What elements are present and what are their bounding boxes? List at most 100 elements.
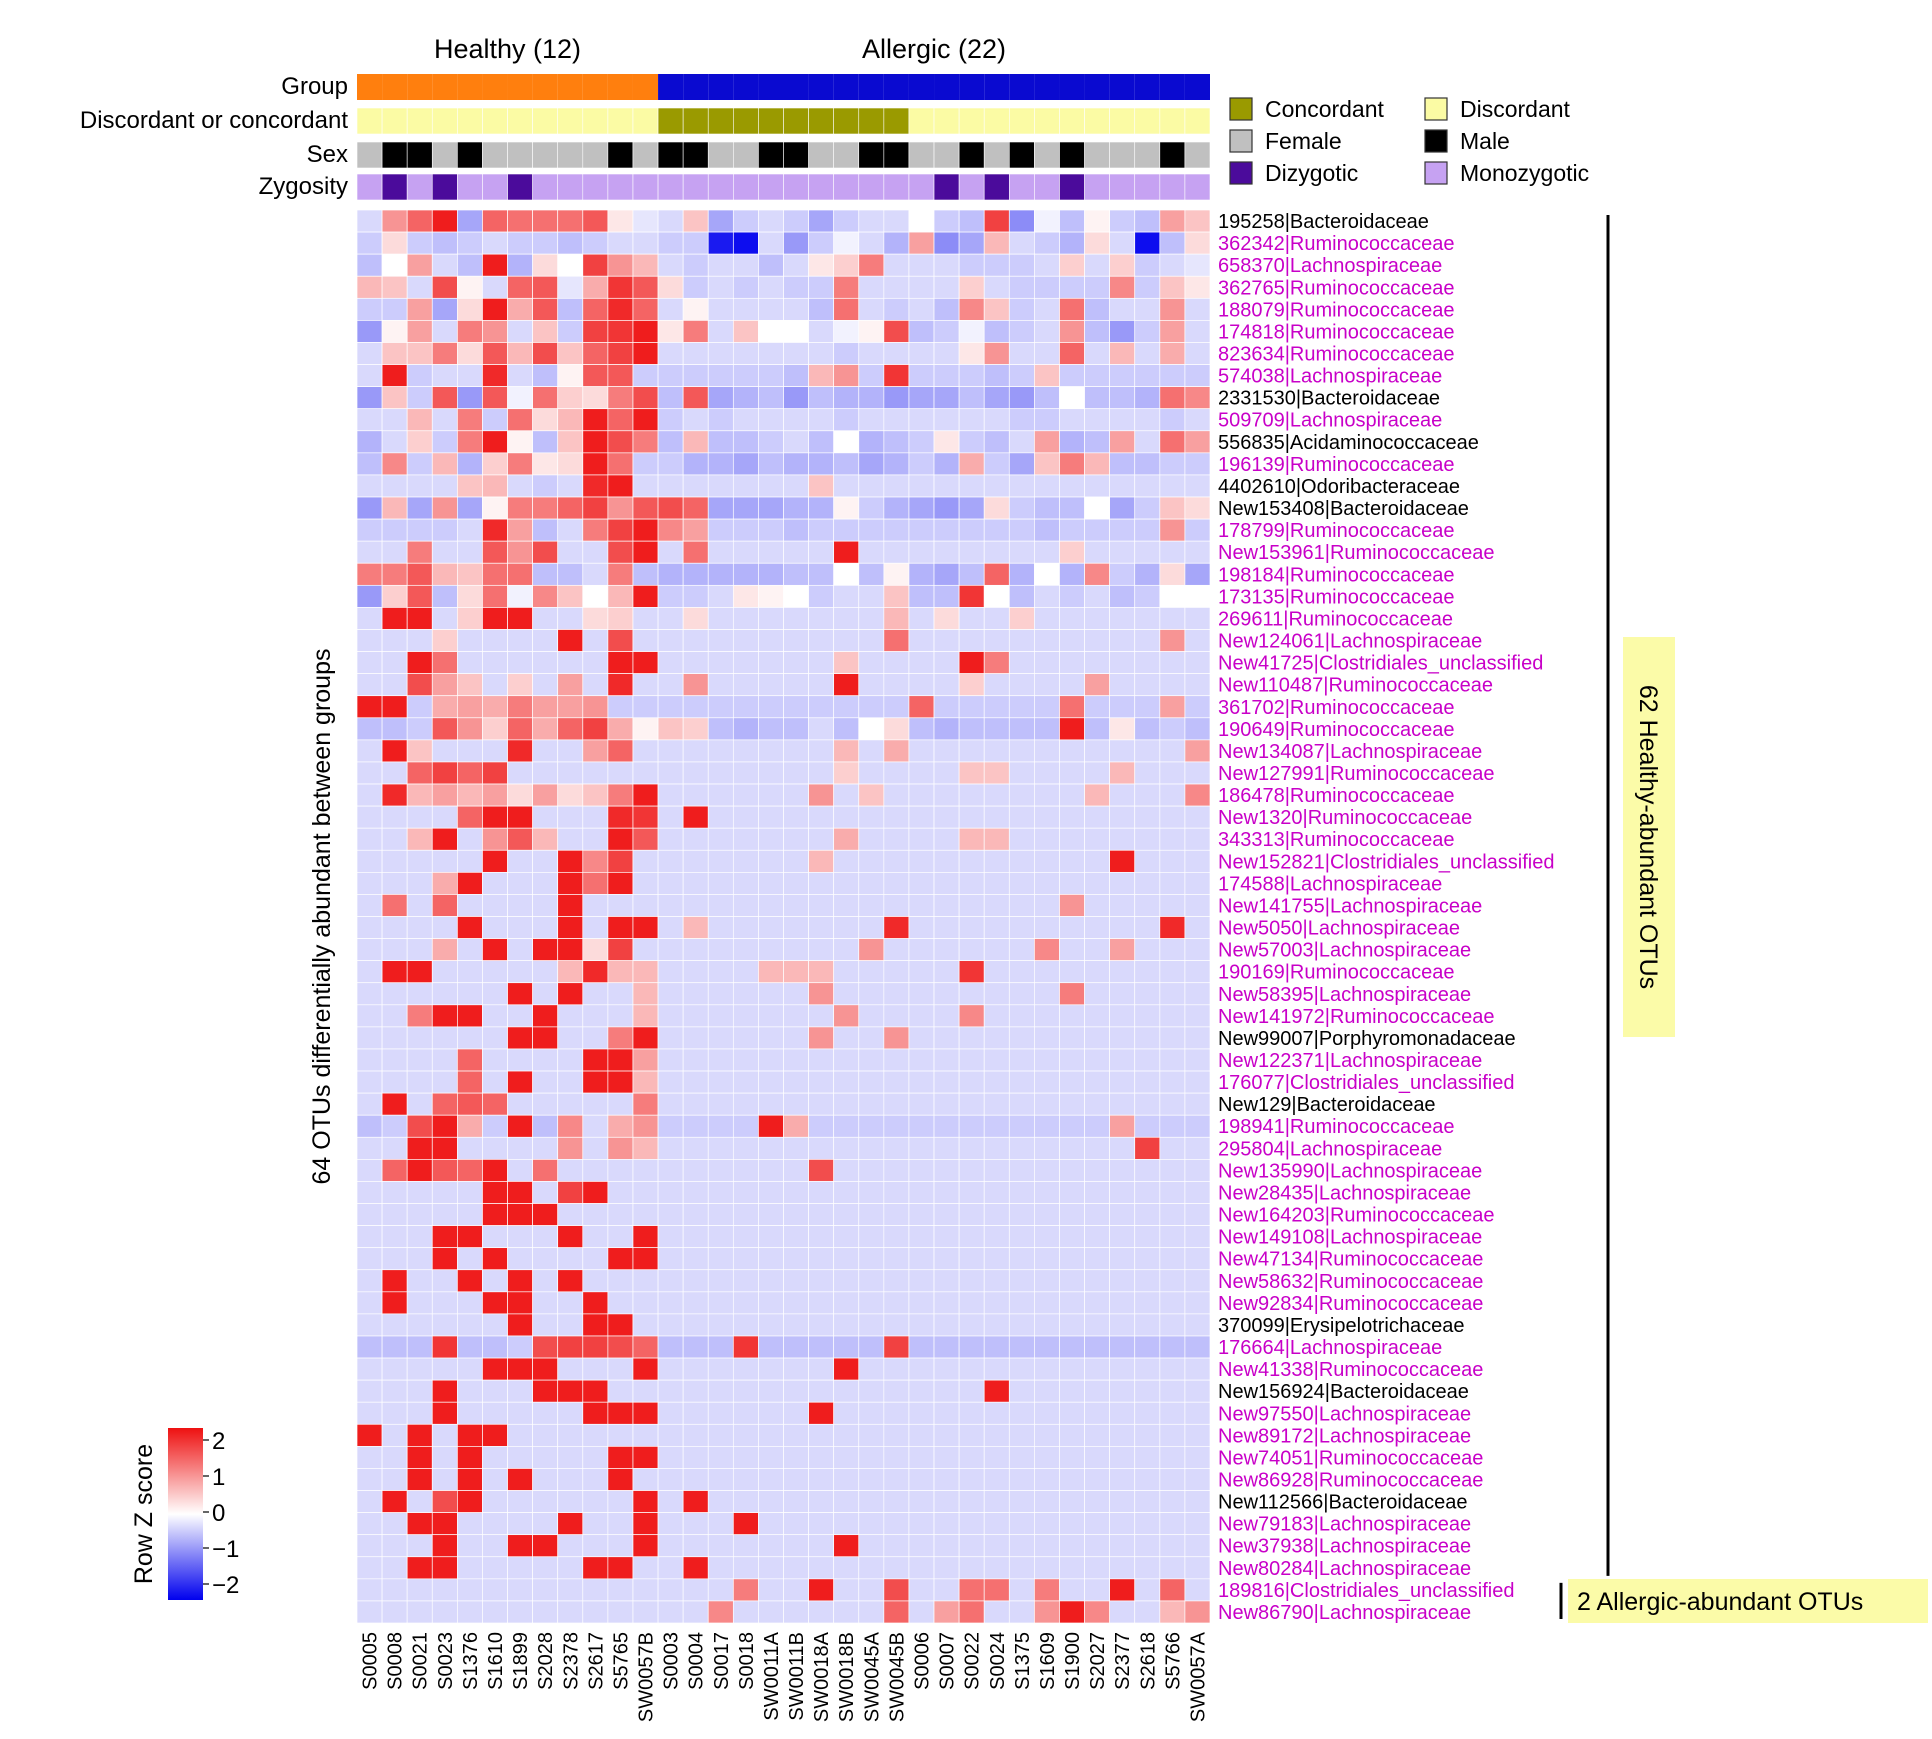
- heatmap-cell: [908, 518, 935, 542]
- heatmap-cell: [833, 540, 860, 564]
- annotation-cell: [557, 107, 584, 135]
- heatmap-cell: [381, 629, 408, 652]
- heatmap-cell: [707, 960, 734, 984]
- heatmap-cell: [707, 540, 734, 564]
- heatmap-cell: [607, 1181, 634, 1204]
- heatmap-cell: [1159, 496, 1186, 520]
- heatmap-cell: [983, 1534, 1010, 1558]
- heatmap-cell: [557, 1247, 584, 1271]
- heatmap-cell: [1159, 1490, 1186, 1513]
- heatmap-cell: [958, 408, 985, 432]
- heatmap-cell: [1109, 474, 1136, 498]
- heatmap-cell: [1109, 297, 1136, 321]
- heatmap-cell: [758, 1070, 784, 1094]
- heatmap-cell: [1008, 1291, 1035, 1315]
- heatmap-cell: [532, 1335, 559, 1359]
- heatmap-cell: [958, 1490, 985, 1513]
- heatmap-cell: [1008, 739, 1035, 763]
- heatmap-cell: [933, 1026, 960, 1050]
- heatmap-cell: [657, 960, 684, 984]
- annotation-cell: [1084, 141, 1110, 169]
- heatmap-cell: [381, 1468, 408, 1491]
- heatmap-cell: [958, 629, 985, 652]
- heatmap-cell: [983, 916, 1010, 939]
- heatmap-cell: [356, 1556, 383, 1580]
- heatmap-cell: [858, 1247, 885, 1271]
- heatmap-cell: [858, 827, 885, 851]
- heatmap-cell: [933, 540, 960, 564]
- heatmap-cell: [707, 364, 734, 387]
- heatmap-cell: [381, 849, 408, 873]
- heatmap-cell: [682, 562, 709, 586]
- heatmap-cell: [431, 1490, 458, 1513]
- heatmap-cell: [908, 342, 935, 365]
- heatmap-cell: [908, 1247, 935, 1271]
- colorbar-tick-label: −1: [212, 1536, 239, 1563]
- heatmap-cell: [356, 849, 383, 873]
- heatmap-cell: [1109, 1269, 1136, 1293]
- heatmap-cell: [381, 761, 408, 785]
- heatmap-cell: [632, 1490, 659, 1513]
- heatmap-cell: [758, 1291, 784, 1315]
- heatmap-cell: [356, 320, 383, 343]
- heatmap-cell: [431, 1600, 458, 1624]
- heatmap-cell: [1008, 849, 1035, 873]
- heatmap-cell: [381, 496, 408, 520]
- heatmap-cell: [707, 253, 734, 277]
- heatmap-cell: [1059, 916, 1085, 939]
- heatmap-cell: [457, 651, 483, 674]
- annotation-cell: [833, 141, 860, 169]
- heatmap-cell: [707, 783, 734, 807]
- heatmap-cell: [858, 1379, 885, 1403]
- heatmap-cell: [1084, 849, 1110, 873]
- heatmap-cell: [808, 960, 835, 984]
- heatmap-cell: [682, 805, 709, 829]
- heatmap-cell: [833, 871, 860, 895]
- heatmap-cell: [582, 1490, 609, 1513]
- heatmap-cell: [607, 1423, 634, 1447]
- heatmap-cell: [1059, 1401, 1085, 1425]
- column-label: S0007: [937, 1632, 959, 1690]
- heatmap-cell: [557, 1379, 584, 1403]
- heatmap-cell: [1184, 231, 1211, 255]
- heatmap-cell: [431, 827, 458, 851]
- heatmap-cell: [858, 783, 885, 807]
- heatmap-cell: [908, 1512, 935, 1536]
- heatmap-cell: [1034, 1379, 1060, 1403]
- heatmap-cell: [1109, 1181, 1136, 1204]
- heatmap-cell: [406, 1490, 433, 1513]
- annotation-cell: [1009, 74, 1035, 100]
- heatmap-cell: [758, 297, 784, 321]
- heatmap-cell: [783, 275, 809, 299]
- heatmap-cell: [532, 717, 559, 741]
- heatmap-cell: [682, 342, 709, 365]
- heatmap-cell: [707, 386, 734, 410]
- heatmap-cell: [507, 1181, 533, 1204]
- heatmap-cell: [707, 584, 734, 608]
- heatmap-cell: [858, 916, 885, 939]
- heatmap-cell: [758, 607, 784, 630]
- heatmap-cell: [557, 1468, 584, 1491]
- heatmap-cell: [356, 1423, 383, 1447]
- heatmap-cell: [356, 1159, 383, 1182]
- heatmap-cell: [983, 1313, 1010, 1337]
- heatmap-cell: [381, 916, 408, 939]
- heatmap-cell: [1109, 1203, 1136, 1226]
- heatmap-cell: [808, 1490, 835, 1513]
- heatmap-cell: [1184, 1534, 1211, 1558]
- heatmap-cell: [682, 231, 709, 255]
- row-label: New37938|Lachnospiraceae: [1218, 1536, 1471, 1558]
- heatmap-cell: [582, 209, 609, 233]
- heatmap-cell: [833, 1512, 860, 1536]
- heatmap-cell: [1059, 1423, 1085, 1447]
- heatmap-cell: [933, 1379, 960, 1403]
- heatmap-cell: [406, 739, 433, 763]
- heatmap-cell: [707, 1556, 734, 1580]
- heatmap-cell: [958, 1159, 985, 1182]
- heatmap-cell: [457, 1534, 483, 1558]
- heatmap-cell: [482, 320, 508, 343]
- heatmap-cell: [833, 1423, 860, 1447]
- row-label: New152821|Clostridiales_unclassified: [1218, 851, 1555, 873]
- heatmap-cell: [883, 253, 910, 277]
- heatmap-cell: [707, 452, 734, 476]
